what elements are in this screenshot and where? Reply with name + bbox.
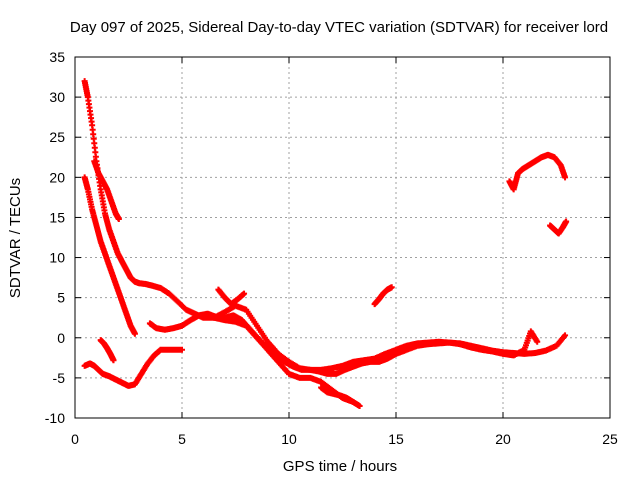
series-trace-j-15h <box>371 284 395 308</box>
series-markers <box>215 286 248 308</box>
y-tick-label: 30 <box>49 89 65 105</box>
series-trace-g-mid2 <box>211 302 541 373</box>
series-markers <box>547 218 570 237</box>
x-tick-label: 25 <box>602 431 618 447</box>
y-tick-label: 20 <box>49 169 65 185</box>
plot-frame <box>74 56 611 419</box>
series-trace-c-short <box>91 158 122 223</box>
y-axis-label: SDTVAR / TECUs <box>7 178 24 298</box>
series-markers <box>81 78 363 409</box>
x-axis-ticks: 0 5 10 15 20 25 <box>71 57 618 447</box>
series-trace-d-low <box>81 346 185 389</box>
series-trace-a-high-decay <box>81 78 363 409</box>
chart-title: Day 097 of 2025, Sidereal Day-to-day VTE… <box>70 19 608 36</box>
series-markers <box>81 174 138 337</box>
y-axis-ticks: -10 -5 0 5 10 15 20 25 30 35 <box>45 49 610 426</box>
x-tick-label: 0 <box>71 431 79 447</box>
y-tick-label: -5 <box>53 370 66 386</box>
series-markers <box>506 151 569 193</box>
x-axis-label: GPS time / hours <box>283 458 397 475</box>
y-tick-label: 5 <box>57 290 65 306</box>
y-tick-label: 35 <box>49 49 65 65</box>
series-trace-k-20h <box>506 151 569 193</box>
x-tick-label: 10 <box>281 431 297 447</box>
series-markers <box>97 337 117 364</box>
series-markers <box>91 158 122 223</box>
series-trace-i-low-tail <box>318 384 357 405</box>
y-tick-label: -10 <box>45 410 65 426</box>
y-tick-label: 25 <box>49 129 65 145</box>
series-markers <box>81 346 185 389</box>
x-tick-label: 5 <box>178 431 186 447</box>
y-tick-label: 10 <box>49 250 65 266</box>
series-markers <box>318 384 357 405</box>
grid-lines <box>75 57 610 418</box>
series-markers <box>211 302 541 373</box>
series-trace-l-22h <box>547 218 570 237</box>
y-tick-label: 15 <box>49 209 65 225</box>
series-markers <box>371 284 395 308</box>
y-tick-label: 0 <box>57 330 65 346</box>
series-trace-b-decay <box>81 174 138 337</box>
series-trace-e-hump <box>97 337 117 364</box>
data-points <box>81 78 570 409</box>
series-trace-h-rise <box>215 286 248 308</box>
x-tick-label: 15 <box>388 431 404 447</box>
x-tick-label: 20 <box>495 431 511 447</box>
